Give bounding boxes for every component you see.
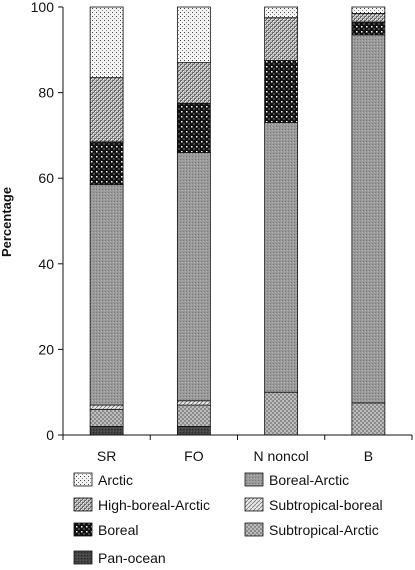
x-tick-label: SR: [97, 448, 116, 464]
legend-label: High-boreal-Arctic: [98, 497, 210, 513]
legend-swatch: [73, 472, 93, 487]
y-tick-label: 20: [38, 341, 54, 357]
bar-sr-boreal-arctic: [89, 184, 124, 406]
bar-sr-boreal: [89, 141, 124, 186]
bar-fo-pan-ocean: [176, 426, 211, 436]
legend-label: Boreal: [98, 522, 138, 538]
legend-label: Boreal-Arctic: [269, 472, 349, 488]
bar-n-noncol-boreal: [264, 60, 299, 123]
bar-sr-subtropical-boreal: [89, 404, 124, 410]
bars-layer: [89, 6, 386, 436]
bar-sr-pan-ocean: [89, 426, 124, 436]
legend-item-high-boreal-arctic: High-boreal-Arctic: [73, 497, 210, 513]
bar-n-noncol-high-boreal-arctic: [264, 17, 299, 61]
bar-sr-high-boreal-arctic: [89, 77, 124, 143]
legend-item-subtropical-arctic: Subtropical-Arctic: [244, 522, 379, 538]
legend-label: Pan-ocean: [98, 550, 166, 566]
bar-fo-boreal: [176, 102, 211, 153]
bar-sr-subtropical-arctic: [89, 408, 124, 427]
x-tick-label: B: [364, 448, 373, 464]
bar-b-high-boreal-arctic: [351, 13, 386, 23]
legend-item-pan-ocean: Pan-ocean: [73, 550, 166, 566]
bar-fo-high-boreal-arctic: [176, 62, 211, 104]
bar-fo-boreal-arctic: [176, 152, 211, 402]
legend: Arctic Boreal-Arctic High-boreal-Arctic Sub…: [73, 472, 383, 566]
legend-item-subtropical-boreal: Subtropical-boreal: [244, 497, 383, 513]
legend-swatch: [244, 497, 264, 512]
y-tick-label: 100: [31, 0, 55, 15]
bar-n-noncol-subtropical-arctic: [264, 391, 299, 436]
legend-swatch: [244, 472, 264, 487]
y-tick-label: 60: [38, 170, 54, 186]
bar-b-subtropical-arctic: [351, 402, 386, 436]
bar-n-noncol-boreal-arctic: [264, 122, 299, 393]
y-tick-label: 40: [38, 256, 54, 272]
axes-layer: SR FO N noncol B 0 20 40 60 80 100: [31, 0, 413, 464]
legend-item-arctic: Arctic: [73, 472, 133, 488]
legend-label: Arctic: [98, 472, 133, 488]
legend-swatch: [73, 497, 93, 512]
legend-swatch: [73, 550, 93, 565]
x-tick-label: N noncol: [253, 448, 308, 464]
legend-label: Subtropical-Arctic: [269, 522, 379, 538]
bar-b-boreal-arctic: [351, 34, 386, 404]
bar-fo-subtropical-boreal: [176, 400, 211, 406]
bar-fo-arctic: [176, 6, 211, 64]
legend-label: Subtropical-boreal: [269, 497, 383, 513]
legend-item-boreal-arctic: Boreal-Arctic: [244, 472, 349, 488]
bar-n-noncol-arctic: [264, 6, 299, 19]
legend-swatch: [73, 522, 93, 537]
y-axis-title: Percentage: [0, 187, 14, 257]
bar-b-arctic: [351, 6, 386, 14]
bar-fo-subtropical-arctic: [176, 404, 211, 427]
bar-sr-arctic: [89, 6, 124, 79]
bar-b-boreal: [351, 21, 386, 36]
x-tick-label: FO: [184, 448, 204, 464]
legend-swatch: [244, 522, 264, 537]
y-tick-label: 80: [38, 85, 54, 101]
y-tick-label: 0: [46, 427, 54, 443]
legend-item-boreal: Boreal: [73, 522, 138, 538]
